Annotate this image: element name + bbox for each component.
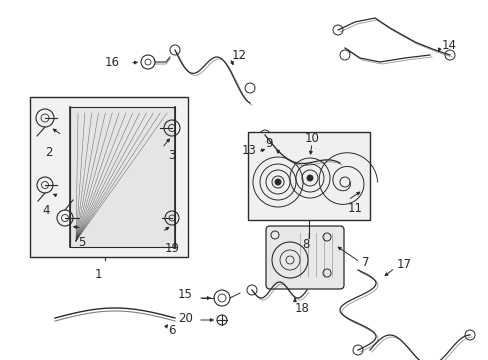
Circle shape — [274, 179, 281, 185]
Text: 5: 5 — [78, 235, 85, 248]
Text: 18: 18 — [294, 302, 309, 315]
Text: 2: 2 — [45, 145, 52, 158]
Text: 19: 19 — [164, 242, 180, 255]
Text: 3: 3 — [168, 149, 175, 162]
Bar — [30, 97, 187, 257]
Text: 20: 20 — [178, 311, 192, 324]
Text: 11: 11 — [347, 202, 362, 215]
Text: 4: 4 — [42, 203, 49, 216]
Circle shape — [306, 175, 312, 181]
Text: 14: 14 — [441, 39, 456, 51]
Text: 10: 10 — [305, 131, 319, 144]
Bar — [70, 107, 175, 247]
Text: 16: 16 — [105, 55, 120, 68]
Text: 13: 13 — [242, 144, 256, 157]
Text: 6: 6 — [168, 324, 175, 337]
Bar — [247, 132, 369, 220]
Text: 7: 7 — [361, 256, 369, 269]
FancyBboxPatch shape — [265, 226, 343, 289]
Text: 8: 8 — [302, 239, 309, 252]
Text: 9: 9 — [264, 136, 272, 149]
Text: 15: 15 — [178, 288, 192, 302]
Text: 1: 1 — [94, 267, 102, 280]
Text: 17: 17 — [396, 258, 411, 271]
Text: 12: 12 — [231, 49, 246, 62]
